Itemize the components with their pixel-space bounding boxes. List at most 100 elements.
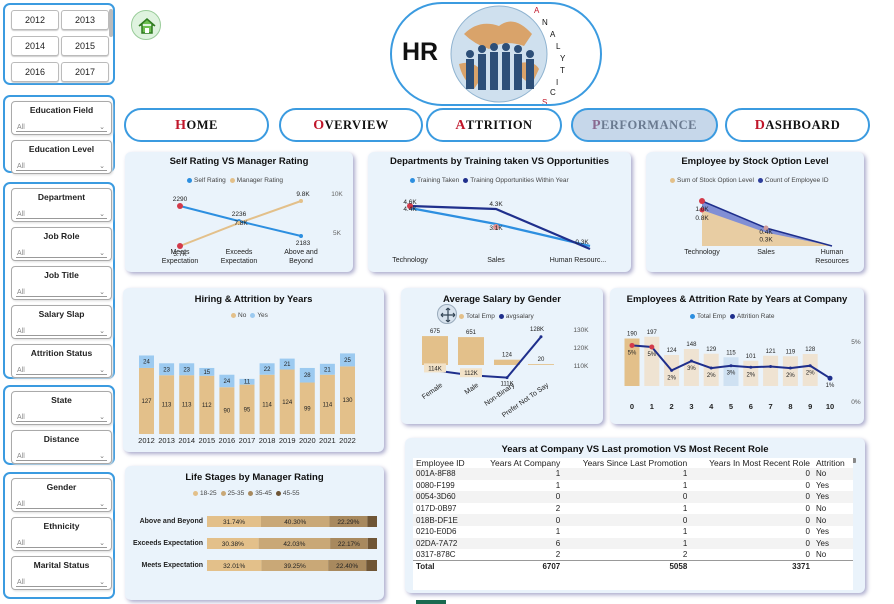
home-icon[interactable] bbox=[131, 10, 161, 40]
chevron-down-icon[interactable]: ⌄ bbox=[99, 414, 105, 421]
chevron-down-icon[interactable]: ⌄ bbox=[99, 124, 105, 131]
personal-slicer-group: Gender All ⌄ Ethnicity All ⌄ Marital Status All… bbox=[3, 472, 115, 599]
stock-option-label: 0.8K bbox=[695, 215, 709, 222]
table-row[interactable]: 0080-F199 1 1 0 Yes bbox=[413, 479, 853, 492]
logo-letter: Y bbox=[560, 54, 566, 63]
slicer-ethnicity[interactable]: Ethnicity All ⌄ bbox=[11, 517, 112, 551]
years-at-company-card: Employees & Attrition Rate by Years at C… bbox=[610, 288, 864, 424]
chevron-down-icon[interactable]: ⌄ bbox=[99, 163, 105, 170]
avg-salary-label: 114K bbox=[428, 366, 442, 372]
bar-total-emp bbox=[683, 349, 699, 386]
salary-gender-card: Average Salary by Gender Total Emp avgsal… bbox=[401, 288, 603, 424]
chevron-down-icon[interactable]: ⌄ bbox=[99, 453, 105, 460]
chevron-down-icon[interactable]: ⌄ bbox=[99, 367, 105, 374]
year-button-2015[interactable]: 2015 bbox=[61, 36, 109, 56]
table-row[interactable]: 0210-E0D6 1 1 0 Yes bbox=[413, 525, 853, 538]
slicer-state[interactable]: State All ⌄ bbox=[11, 391, 112, 425]
chevron-down-icon[interactable]: ⌄ bbox=[99, 501, 105, 508]
year-button-2013[interactable]: 2013 bbox=[61, 10, 109, 30]
nav-home-button[interactable]: HOME bbox=[124, 108, 269, 142]
nav-attrition-button[interactable]: ATTRITION bbox=[426, 108, 562, 142]
bar-total-emp-label: 651 bbox=[466, 330, 477, 336]
avg-salary-label: 111K bbox=[500, 382, 513, 388]
self-rating-point bbox=[177, 203, 183, 209]
attrition-rate-label: 3% bbox=[687, 366, 696, 372]
salary-gender-chart: 675 651 124 20 114K 112K 111K 128K 130K 120K 110K F… bbox=[421, 327, 589, 419]
table-cell: 0080-F199 bbox=[416, 480, 455, 490]
column-header[interactable]: Years In Most Recent Role bbox=[709, 458, 810, 468]
table-cell: No bbox=[815, 469, 827, 479]
table-cell: 0 bbox=[805, 515, 810, 525]
bar-yes bbox=[279, 358, 295, 370]
column-header[interactable]: Years At Company bbox=[490, 458, 561, 468]
year-slicer-scrollbar[interactable] bbox=[109, 9, 113, 37]
column-header[interactable]: Employee ID bbox=[416, 458, 465, 468]
slicer-job-title[interactable]: Job Title All ⌄ bbox=[11, 266, 112, 300]
card-title: Average Salary by Gender bbox=[443, 294, 561, 305]
table-cell: 0 bbox=[805, 504, 810, 514]
slicer-education-level[interactable]: Education Level All ⌄ bbox=[11, 140, 112, 174]
year-button-2016[interactable]: 2016 bbox=[11, 62, 59, 82]
year-button-2017[interactable]: 2017 bbox=[61, 62, 109, 82]
training-point bbox=[407, 203, 413, 209]
chevron-down-icon[interactable]: ⌄ bbox=[99, 250, 105, 257]
x-tick-label: Beyond bbox=[289, 258, 313, 265]
nav-performance-button[interactable]: PERFORMANCE bbox=[571, 108, 718, 142]
chart-legend: Sum of Stock Option Level Count of Employ… bbox=[666, 177, 829, 184]
attrition-rate-label: 1% bbox=[826, 383, 835, 389]
table-row[interactable]: 02DA-7A72 6 1 0 Yes bbox=[413, 537, 853, 550]
slicer-marital-status[interactable]: Marital Status All ⌄ bbox=[11, 556, 112, 590]
table-row[interactable]: 017D-0B97 2 1 0 No bbox=[413, 502, 853, 515]
year-button-2014[interactable]: 2014 bbox=[11, 36, 59, 56]
stock-point bbox=[699, 198, 705, 204]
logo-letter: C bbox=[550, 88, 556, 97]
table-row[interactable]: 0054-3D60 0 0 0 Yes bbox=[413, 491, 853, 503]
slicer-job-role[interactable]: Job Role All ⌄ bbox=[11, 227, 112, 261]
year-button-2012[interactable]: 2012 bbox=[11, 10, 59, 30]
training-opportunities-line bbox=[409, 204, 591, 251]
table-cell: Yes bbox=[815, 538, 830, 548]
bar-no bbox=[340, 366, 355, 434]
table-row[interactable]: 018B-DF1E 0 0 0 No bbox=[413, 514, 853, 526]
chart-legend: 18-25 25-35 35-45 45-55 bbox=[189, 490, 300, 497]
training-taken-label: 4.4K bbox=[403, 206, 417, 213]
move-handle-icon[interactable] bbox=[437, 304, 457, 324]
x-tick-label: 10 bbox=[826, 402, 834, 411]
table-cell: 017D-0B97 bbox=[416, 504, 457, 514]
manager-rating-point bbox=[177, 243, 183, 249]
manager-rating-label: 9.8K bbox=[296, 191, 310, 198]
column-header[interactable]: Years Since Last Promotion bbox=[582, 458, 688, 468]
x-tick-label: Above and bbox=[284, 249, 318, 256]
x-tick-label: 8 bbox=[788, 402, 792, 411]
y-tick-label: Exceeds Expectation bbox=[133, 540, 203, 547]
bar-yes bbox=[179, 363, 195, 376]
bar-no-label: 113 bbox=[162, 403, 172, 409]
table-row[interactable]: 001A-8F88 1 1 0 No bbox=[413, 468, 853, 480]
slicer-education-field[interactable]: Education Field All ⌄ bbox=[11, 101, 112, 135]
column-header[interactable]: Attrition bbox=[815, 458, 845, 468]
y-tick-label: 130K bbox=[573, 327, 589, 334]
self-vs-manager-chart: 2290 2236 2183 5.7K 7.8K 9.8K 10K 5K Meets Expect… bbox=[162, 191, 344, 265]
chevron-down-icon[interactable]: ⌄ bbox=[99, 289, 105, 296]
slicer-attrition-status[interactable]: Attrition Status All ⌄ bbox=[11, 344, 112, 378]
table-scrollbar[interactable] bbox=[851, 458, 856, 463]
slicer-salary-slap[interactable]: Salary Slap All ⌄ bbox=[11, 305, 112, 339]
chevron-down-icon[interactable]: ⌄ bbox=[99, 328, 105, 335]
chevron-down-icon[interactable]: ⌄ bbox=[99, 579, 105, 586]
table-row[interactable]: 0317-878C 2 2 0 No bbox=[413, 549, 853, 561]
slicer-distance[interactable]: Distance All ⌄ bbox=[11, 430, 112, 464]
employee-count-label: 1.0K bbox=[695, 206, 709, 213]
chevron-down-icon[interactable]: ⌄ bbox=[99, 211, 105, 218]
life-stage-bar bbox=[258, 538, 331, 549]
table-cell: Yes bbox=[815, 480, 830, 490]
nav-overview-button[interactable]: OVERVIEW bbox=[279, 108, 423, 142]
x-tick-label: 2018 bbox=[259, 436, 276, 445]
x-tick-label: Technology bbox=[684, 249, 720, 256]
table-cell: 1 bbox=[682, 469, 688, 479]
nav-dashboard-button[interactable]: DASHBOARD bbox=[725, 108, 870, 142]
slicer-gender[interactable]: Gender All ⌄ bbox=[11, 478, 112, 512]
slicer-value: All bbox=[17, 414, 25, 421]
life-stage-bar bbox=[260, 516, 330, 527]
chevron-down-icon[interactable]: ⌄ bbox=[99, 540, 105, 547]
slicer-department[interactable]: Department All ⌄ bbox=[11, 188, 112, 222]
